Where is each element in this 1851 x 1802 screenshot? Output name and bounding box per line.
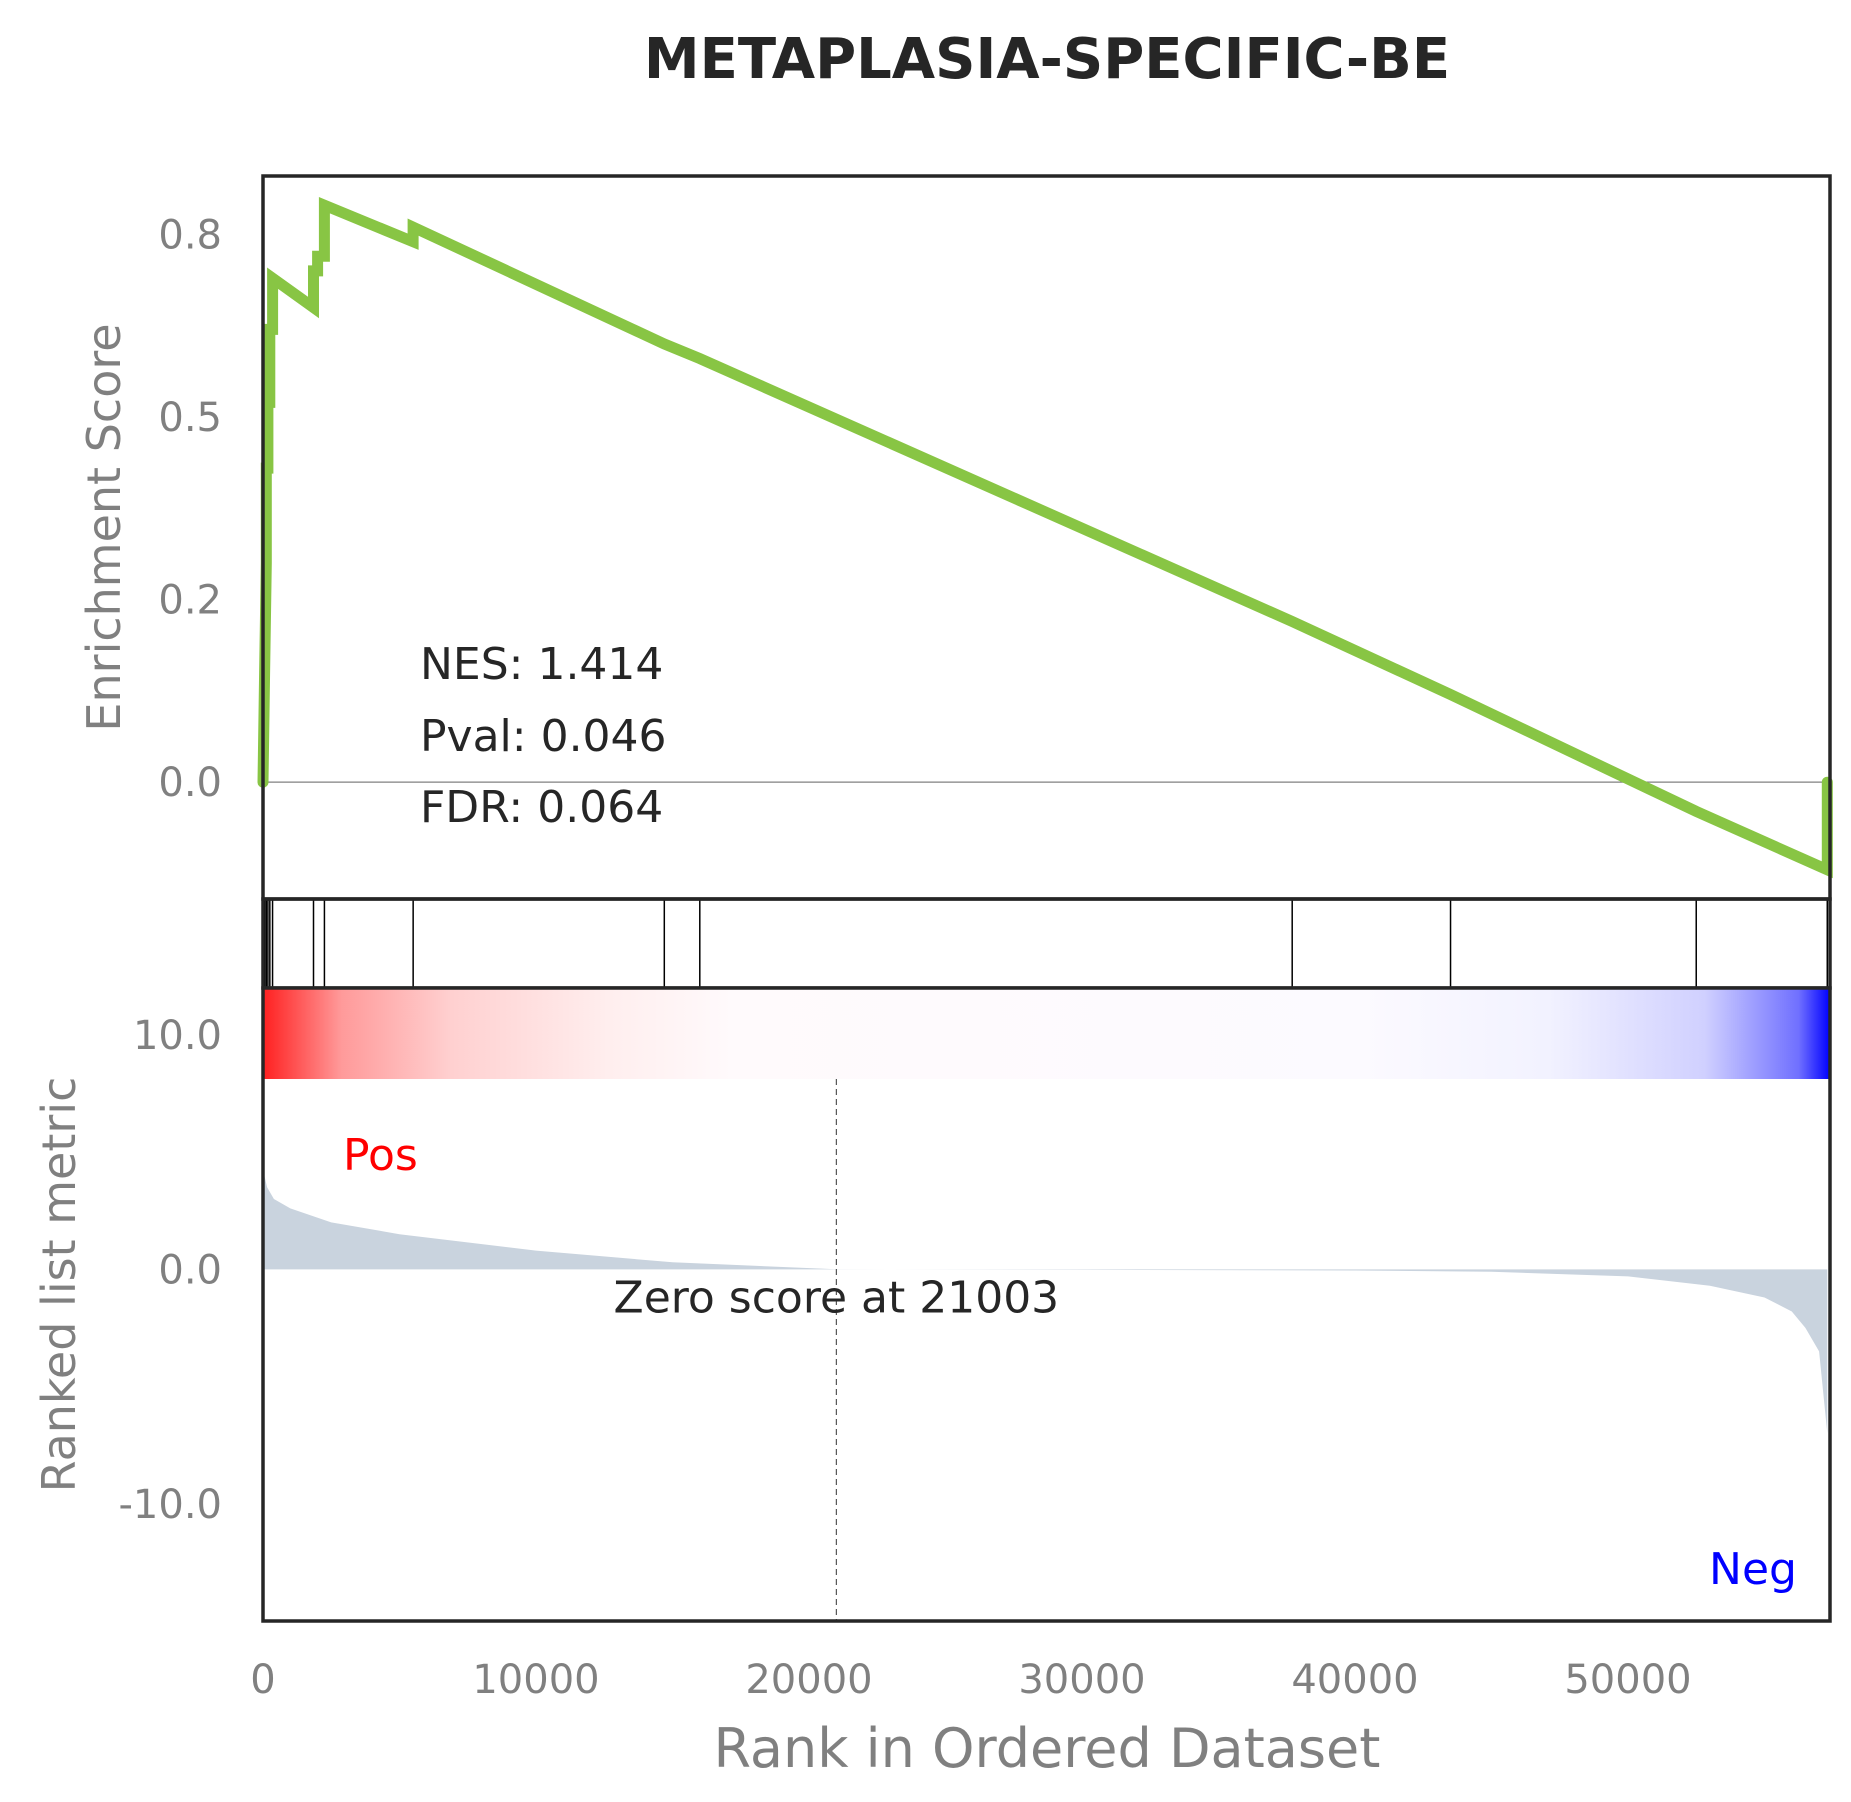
rm-ytick-label: 0.0: [158, 1247, 222, 1293]
x-ticks: 0 10000 20000 30000 40000 50000: [250, 1657, 1691, 1703]
es-yticks: 0.0 0.2 0.5 0.8: [158, 212, 222, 806]
rm-yticks: 10.0 0.0 -10.0: [119, 1013, 223, 1528]
x-tick-label: 0: [250, 1657, 275, 1703]
hits-panel: [261, 897, 1832, 990]
pval-annotation: Pval: 0.046: [420, 711, 667, 762]
x-tick-label: 40000: [1291, 1657, 1418, 1703]
es-ytick-label: 0.8: [158, 212, 222, 258]
es-curve: [257, 196, 1833, 879]
neg-label: Neg: [1709, 1544, 1797, 1595]
ranked-metric-panel: Zero score at 21003 Pos Neg 10.0 0.0 -10.0…: [32, 986, 1832, 1623]
fdr-annotation: FDR: 0.064: [420, 782, 663, 833]
es-ytick-label: 0.2: [158, 578, 222, 624]
x-tick-label: 20000: [745, 1657, 872, 1703]
hits-frame: [261, 897, 1832, 990]
rm-ylabel: Ranked list metric: [32, 1077, 86, 1493]
nes-annotation: NES: 1.414: [420, 639, 663, 690]
hit-markers: [263, 899, 1829, 988]
es-ytick-label: 0.5: [158, 395, 222, 441]
x-tick-label: 30000: [1018, 1657, 1145, 1703]
rank-color-bar: [263, 988, 1830, 1079]
rm-ytick-label: -10.0: [119, 1482, 223, 1528]
x-tick-label: 50000: [1564, 1657, 1691, 1703]
es-ytick-label: 0.0: [158, 760, 222, 806]
rm-frame: [261, 986, 1832, 1623]
chart-title: METAPLASIA-SPECIFIC-BE: [644, 27, 1450, 92]
zero-score-label: Zero score at 21003: [614, 1272, 1060, 1323]
enrichment-panel: 0.0 0.2 0.5 0.8 Enrichment Score NES: 1.414…: [77, 174, 1833, 901]
x-tick-label: 10000: [472, 1657, 599, 1703]
pos-label: Pos: [343, 1130, 418, 1181]
x-axis-label: Rank in Ordered Dataset: [714, 1717, 1381, 1780]
es-ylabel: Enrichment Score: [77, 323, 131, 731]
rm-ytick-label: 10.0: [133, 1013, 222, 1059]
